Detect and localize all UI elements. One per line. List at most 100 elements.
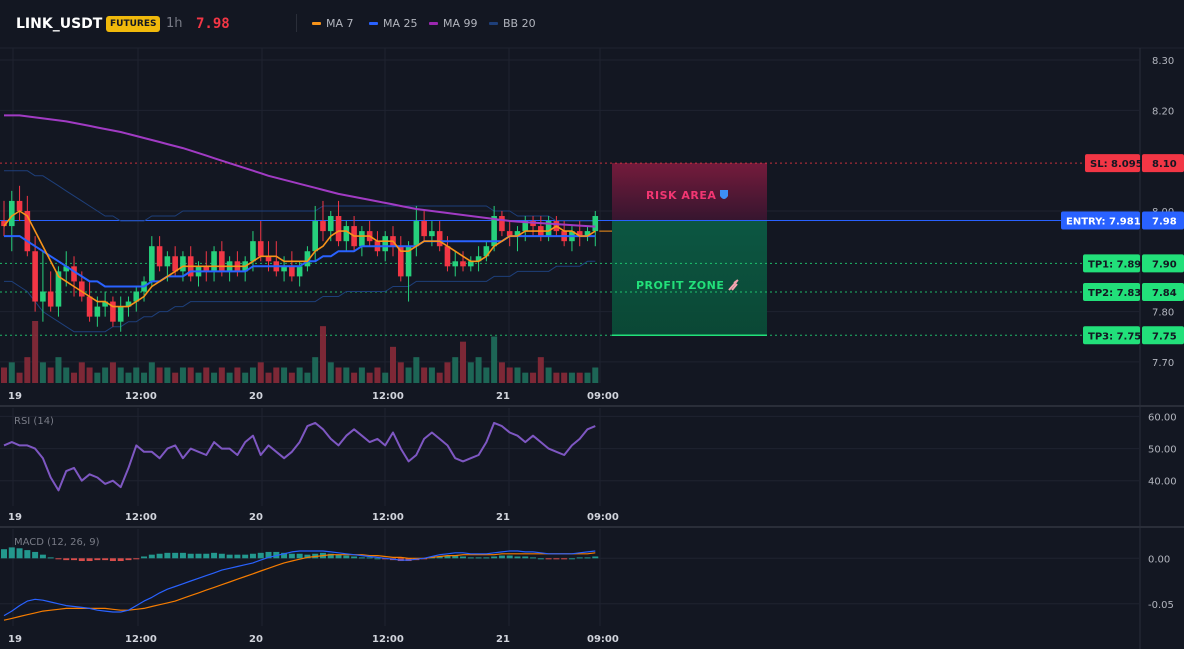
- rsi-axis-tick: 40.00: [1148, 477, 1177, 488]
- level-tag-label: TP2: 7.839: [1088, 288, 1148, 299]
- macd-histogram-bar: [304, 554, 311, 559]
- header-divider: [296, 14, 297, 32]
- candle-body: [24, 210, 31, 252]
- macd-histogram-bar: [436, 556, 443, 559]
- volume-bar: [63, 367, 70, 383]
- volume-bar: [94, 372, 101, 383]
- volume-bar: [576, 372, 583, 383]
- macd-histogram-bar: [491, 556, 498, 559]
- volume-bar: [39, 362, 46, 383]
- time-axis-tick: 21: [496, 391, 510, 402]
- macd-signal-line: [3, 552, 596, 621]
- legend-ma7[interactable]: MA 7: [312, 17, 354, 30]
- time-axis-tick: 20: [249, 634, 263, 645]
- macd-histogram-bar: [102, 558, 109, 561]
- candle-body: [475, 256, 482, 262]
- volume-bar: [16, 372, 23, 383]
- volume-bar: [545, 367, 552, 383]
- candle-body: [576, 231, 583, 237]
- time-axis-tick: 21: [496, 512, 510, 523]
- volume-bar: [319, 326, 326, 383]
- volume-bar: [24, 357, 31, 383]
- time-axis-tick: 12:00: [125, 634, 157, 645]
- macd-histogram-bar: [265, 551, 272, 559]
- volume-bar: [592, 367, 599, 383]
- candle-body: [79, 281, 85, 297]
- volume-bar: [475, 357, 482, 383]
- volume-bar: [234, 367, 241, 383]
- macd-histogram-bar: [568, 558, 575, 560]
- volume-bar: [568, 372, 575, 383]
- volume-bar: [117, 367, 124, 383]
- candle-body: [468, 261, 474, 267]
- volume-bar: [109, 362, 116, 383]
- level-axis-tag-sl: [1142, 154, 1184, 173]
- time-axis-tick: 12:00: [372, 634, 404, 645]
- candle-body: [203, 266, 210, 272]
- candle-body: [421, 221, 427, 237]
- level-axis-value: 8.10: [1152, 159, 1177, 170]
- candle-body: [436, 231, 443, 247]
- macd-histogram-bar: [226, 554, 233, 559]
- macd-histogram-bar: [234, 554, 241, 559]
- time-axis-tick: 12:00: [372, 512, 404, 523]
- risk-zone-label: RISK AREA: [646, 189, 716, 202]
- candle-body: [164, 256, 171, 267]
- macd-histogram-bar: [1, 549, 7, 559]
- macd-histogram-bar: [366, 557, 373, 559]
- volume-bar: [172, 372, 179, 383]
- macd-title: MACD (12, 26, 9): [14, 537, 100, 548]
- candle-body: [592, 216, 599, 232]
- macd-histogram-bar: [156, 553, 163, 559]
- volume-bar: [156, 367, 163, 383]
- level-axis-tag-tp2: [1142, 282, 1184, 301]
- macd-histogram-bar: [125, 558, 132, 561]
- level-axis-tag-tp3: [1142, 326, 1184, 345]
- macd-histogram-bar: [86, 558, 93, 562]
- price-axis-tick: 7.80: [1152, 308, 1174, 319]
- volume-bar: [498, 362, 505, 383]
- volume-bar: [242, 372, 249, 383]
- candle-body: [289, 266, 295, 277]
- candle-body: [506, 231, 513, 237]
- candle-body: [320, 221, 326, 232]
- macd-histogram-bar: [187, 553, 194, 559]
- macd-histogram-bar: [172, 552, 179, 559]
- ma99-line: [4, 114, 596, 228]
- legend-swatch: [489, 22, 498, 25]
- candle-body: [514, 231, 521, 237]
- volume-bar: [452, 357, 459, 383]
- macd-histogram-bar: [343, 555, 350, 559]
- volume-bar: [195, 372, 202, 383]
- volume-bar: [47, 367, 54, 383]
- candle-body: [304, 251, 311, 267]
- candle-body: [499, 216, 505, 232]
- candle-body: [180, 256, 186, 272]
- volume-bar: [335, 367, 342, 383]
- time-axis-tick: 20: [249, 391, 263, 402]
- symbol-title[interactable]: LINK_USDT: [16, 16, 103, 32]
- timeframe-label[interactable]: 1h: [166, 16, 183, 31]
- macd-histogram-bar: [109, 558, 116, 562]
- legend-bb20[interactable]: BB 20: [489, 17, 536, 30]
- volume-bar: [351, 372, 358, 383]
- candle-body: [149, 246, 155, 282]
- candle-body: [257, 241, 264, 257]
- macd-histogram-bar: [211, 552, 218, 559]
- candle-body: [327, 216, 334, 232]
- legend-ma99[interactable]: MA 99: [429, 17, 478, 30]
- volume-bar: [343, 367, 350, 383]
- volume-bar: [281, 367, 288, 383]
- candle-body: [55, 271, 62, 307]
- macd-histogram-bar: [203, 553, 210, 559]
- volume-bar: [460, 341, 467, 383]
- legend-ma25[interactable]: MA 25: [369, 17, 418, 30]
- volume-bar: [8, 362, 15, 383]
- macd-histogram-bar: [545, 558, 552, 560]
- volume-bar: [397, 362, 404, 383]
- volume-bar: [71, 372, 78, 383]
- bb-lower-line: [4, 260, 596, 333]
- level-axis-tag-tp1: [1142, 254, 1184, 273]
- candle-body: [71, 266, 77, 282]
